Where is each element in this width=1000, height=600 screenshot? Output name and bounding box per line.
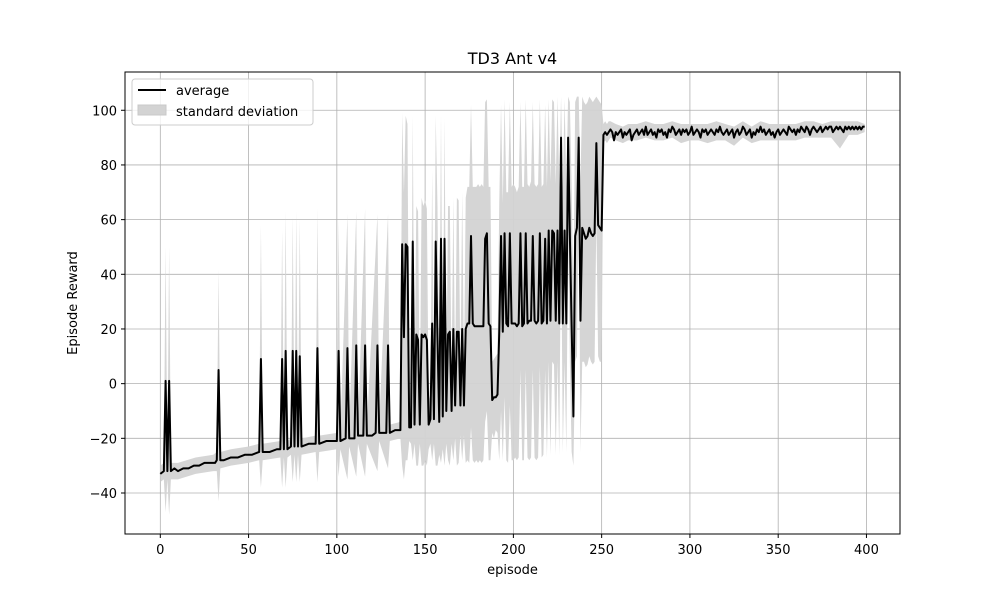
x-tick-label: 350 xyxy=(766,543,791,558)
legend-std-label: standard deviation xyxy=(176,105,298,120)
y-tick-label: −40 xyxy=(90,487,117,502)
average-line-layer xyxy=(159,125,865,475)
y-tick-label: 80 xyxy=(100,159,117,174)
y-tick-label: 0 xyxy=(109,378,117,393)
legend-std-swatch xyxy=(137,104,167,116)
x-tick-label: 150 xyxy=(413,543,438,558)
x-axis-ticks: 0 50 100 150 200 250 300 350 400 xyxy=(156,534,879,558)
y-tick-label: 100 xyxy=(92,104,117,119)
y-tick-label: 20 xyxy=(100,323,117,338)
x-tick-label: 0 xyxy=(156,543,164,558)
chart-title: TD3 Ant v4 xyxy=(467,49,557,68)
x-tick-label: 300 xyxy=(678,543,703,558)
legend-box xyxy=(131,78,314,126)
x-tick-label: 100 xyxy=(324,543,349,558)
x-tick-label: 200 xyxy=(501,543,526,558)
y-tick-label: −20 xyxy=(90,432,117,447)
legend-average-label: average xyxy=(176,84,229,99)
x-tick-label: 400 xyxy=(854,543,879,558)
x-tick-label: 250 xyxy=(589,543,614,558)
y-axis-title: Episode Reward xyxy=(66,251,81,355)
average-line xyxy=(159,125,865,475)
y-tick-label: 40 xyxy=(100,268,117,283)
std-deviation-band xyxy=(160,96,865,515)
plot-area-frame xyxy=(124,71,901,535)
y-tick-label: 60 xyxy=(100,214,117,229)
y-axis-ticks: −40 −20 0 20 40 60 80 100 xyxy=(90,104,125,502)
legend: average standard deviation xyxy=(131,78,314,126)
std-band-layer xyxy=(160,96,865,515)
x-axis-title: episode xyxy=(487,563,538,578)
x-tick-label: 50 xyxy=(240,543,257,558)
